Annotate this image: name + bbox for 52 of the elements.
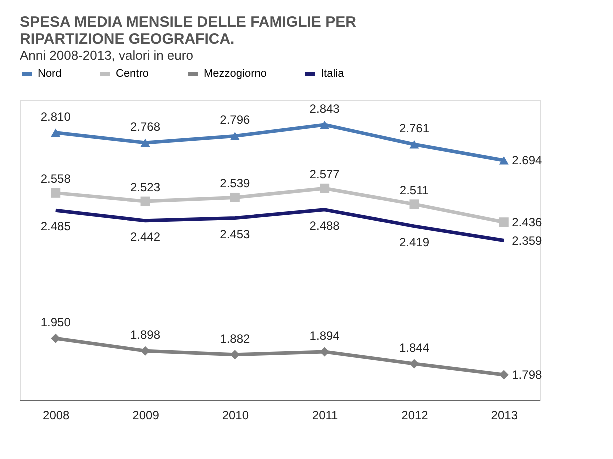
data-label: 2.485 xyxy=(40,220,72,234)
data-label: 1.950 xyxy=(40,316,72,330)
point xyxy=(51,188,61,198)
legend-label: Nord xyxy=(38,68,62,80)
point xyxy=(410,140,420,149)
point xyxy=(140,138,150,148)
point xyxy=(320,120,330,130)
data-label: 2.768 xyxy=(130,120,161,134)
data-label: 2.796 xyxy=(220,113,251,128)
chart-title: SPESA MEDIA MENSILE DELLE FAMIGLIE PER RIPARTIZIONE GEOGRAFICA. xyxy=(20,14,357,48)
x-tick-label: 2009 xyxy=(132,408,160,422)
point xyxy=(140,196,150,206)
data-label: 2.436 xyxy=(512,215,542,230)
data-label: 1.798 xyxy=(512,368,542,382)
data-label: 1.844 xyxy=(399,340,430,355)
legend-label: Centro xyxy=(116,68,150,80)
point xyxy=(230,132,240,140)
data-label: 2.523 xyxy=(130,180,161,195)
point xyxy=(499,156,509,165)
data-label: 2.761 xyxy=(399,122,430,136)
data-label: 2.694 xyxy=(512,154,542,168)
point xyxy=(230,192,240,202)
data-label: 2.843 xyxy=(310,102,340,116)
x-tick-label: 2008 xyxy=(43,408,70,422)
legend-label: Mezzogiorno xyxy=(204,68,267,80)
data-label: 1.882 xyxy=(220,332,251,346)
data-label: 2.539 xyxy=(220,176,251,191)
data-label: 2.453 xyxy=(220,227,251,242)
x-tick-label: 2012 xyxy=(402,408,429,422)
x-tick-label: 2011 xyxy=(312,408,339,422)
data-label: 2.577 xyxy=(310,168,340,182)
chart-subtitle: Anni 2008-2013, valori in euro xyxy=(20,48,194,63)
point xyxy=(320,347,330,357)
data-label: 2.558 xyxy=(40,172,72,186)
data-label: 2.488 xyxy=(310,218,340,233)
data-label: 2.810 xyxy=(40,110,72,124)
point xyxy=(499,370,509,380)
data-label: 2.419 xyxy=(399,235,430,250)
x-tick-label: 2010 xyxy=(222,408,250,422)
data-label: 2.359 xyxy=(512,234,542,248)
data-label: 1.894 xyxy=(310,329,340,344)
legend-label: Italia xyxy=(321,68,346,80)
point xyxy=(320,184,330,194)
point xyxy=(410,200,420,210)
x-tick-label: 2013 xyxy=(491,408,518,422)
point xyxy=(51,128,61,138)
data-label: 1.898 xyxy=(130,328,161,342)
data-label: 2.511 xyxy=(400,183,430,198)
point xyxy=(51,334,61,344)
data-label: 2.442 xyxy=(130,230,161,244)
point xyxy=(410,359,420,369)
point xyxy=(499,218,509,228)
